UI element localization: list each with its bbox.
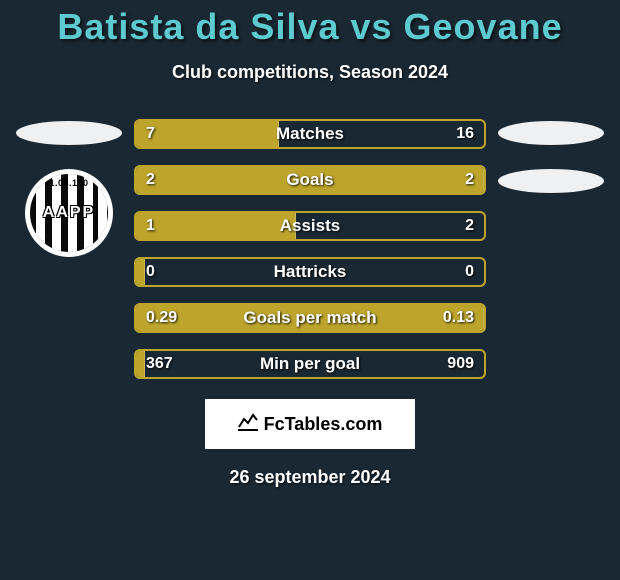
badge-inner: 1.08.190 AAPP: [30, 174, 108, 252]
stat-row: 2 Goals 2: [134, 165, 486, 195]
stat-row: 0.29 Goals per match 0.13: [134, 303, 486, 333]
stat-row: 0 Hattricks 0: [134, 257, 486, 287]
stat-label: Assists: [136, 213, 484, 239]
stat-bars: 7 Matches 16 2 Goals 2 1 Assists 2 0 Hat…: [132, 119, 488, 379]
stat-right-value: 2: [455, 213, 484, 239]
stat-label: Matches: [136, 121, 484, 147]
stat-right-value: 16: [446, 121, 484, 147]
player-right-oval: [498, 121, 604, 145]
subtitle: Club competitions, Season 2024: [0, 62, 620, 83]
page-title: Batista da Silva vs Geovane: [0, 6, 620, 48]
stat-right-value: 0: [455, 259, 484, 285]
stat-row: 7 Matches 16: [134, 119, 486, 149]
player-left-oval: [16, 121, 122, 145]
stat-label: Min per goal: [136, 351, 484, 377]
brand-box[interactable]: FcTables.com: [205, 399, 415, 449]
stat-label: Goals: [136, 167, 484, 193]
badge-main-text: AAPP: [30, 204, 108, 222]
stat-right-value: 0.13: [433, 305, 484, 331]
stat-label: Hattricks: [136, 259, 484, 285]
stat-row: 1 Assists 2: [134, 211, 486, 241]
chart-icon: [238, 413, 258, 436]
stat-right-value: 909: [437, 351, 484, 377]
team-right-oval: [498, 169, 604, 193]
right-column: [488, 119, 614, 379]
root: Batista da Silva vs Geovane Club competi…: [0, 0, 620, 488]
brand-text: FcTables.com: [264, 414, 383, 435]
stat-label: Goals per match: [136, 305, 484, 331]
date: 26 september 2024: [0, 467, 620, 488]
stat-row: 367 Min per goal 909: [134, 349, 486, 379]
content: 1.08.190 AAPP 7 Matches 16 2 Goals 2 1: [0, 119, 620, 379]
left-column: 1.08.190 AAPP: [6, 119, 132, 379]
team-left-badge: 1.08.190 AAPP: [25, 169, 113, 257]
stat-right-value: 2: [455, 167, 484, 193]
badge-top-text: 1.08.190: [30, 178, 108, 188]
